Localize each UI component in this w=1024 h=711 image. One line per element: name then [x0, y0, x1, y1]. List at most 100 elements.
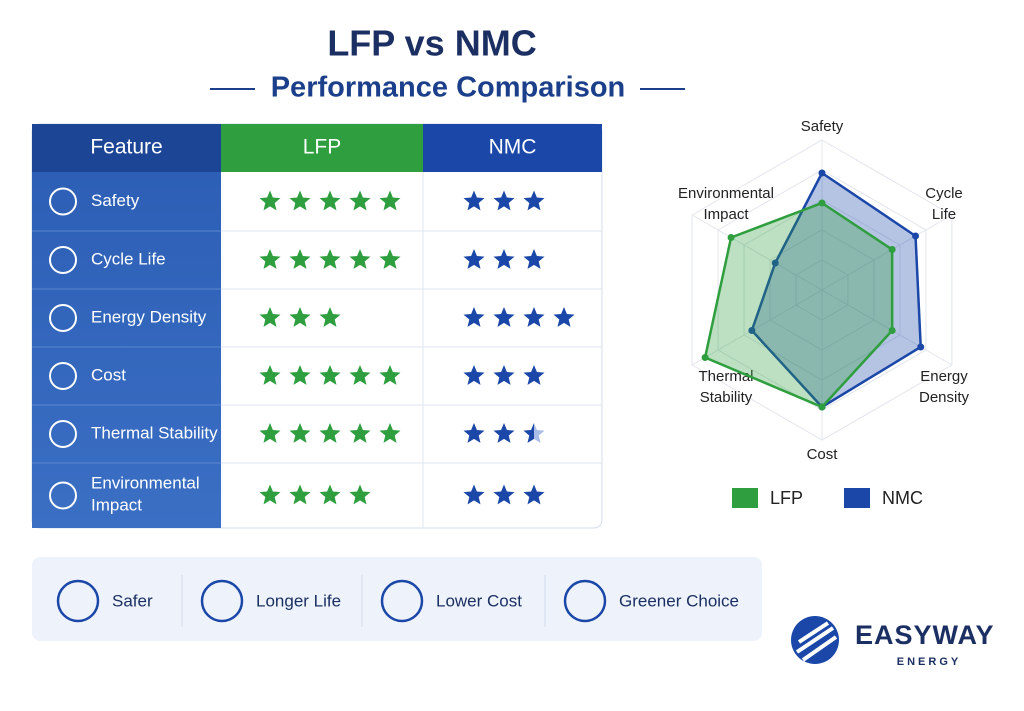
logo: EASYWAY ENERGY: [791, 616, 995, 668]
feature-icon: [49, 481, 77, 510]
star: [463, 484, 485, 505]
benefit-icon: [563, 579, 607, 623]
star: [259, 365, 281, 385]
star: [463, 190, 485, 211]
feature-icon: [49, 187, 77, 216]
benefit-icon: [380, 579, 424, 623]
star: [493, 365, 515, 385]
benefit-label: Greener Choice: [619, 591, 739, 610]
radar-point: [818, 169, 826, 177]
star-partial: [523, 423, 534, 443]
lfp-rating: [259, 365, 401, 385]
feature-label: Cycle Life: [91, 249, 166, 268]
feature-label: Cost: [91, 365, 126, 384]
legend-swatch: [844, 488, 870, 508]
nmc-rating: [463, 484, 545, 505]
feature-label: Environmental Impact: [91, 474, 200, 515]
radar-axis-label-line: Density: [919, 389, 970, 406]
lfp-rating: [259, 423, 401, 443]
nmc-rating: [463, 249, 545, 269]
benefit-label: Lower Cost: [436, 591, 522, 610]
header-feature: [32, 124, 221, 172]
star: [379, 249, 401, 269]
feature-label-line: Impact: [91, 496, 142, 515]
title: LFP vs NMC: [327, 23, 536, 64]
star: [289, 484, 311, 505]
radar-point: [771, 259, 779, 267]
star: [379, 423, 401, 443]
comparison-table: Feature LFP NMC Safety Cycle Life Energy Dens…: [31, 123, 603, 529]
star: [289, 249, 311, 269]
star: [289, 190, 311, 211]
radar-axis-label-line: Energy: [920, 368, 968, 385]
star: [349, 423, 371, 443]
feature-icon: [49, 362, 77, 390]
feature-label: Energy Density: [91, 307, 207, 326]
radar-spoke: [821, 289, 953, 366]
star: [349, 365, 371, 385]
column-header: NMC: [489, 136, 537, 159]
column-header: LFP: [303, 136, 342, 159]
lfp-rating: [259, 307, 341, 327]
lfp-rating: [259, 484, 371, 505]
radar-point: [917, 343, 925, 351]
star: [259, 307, 281, 327]
radar-axis-label: Environmental Impact: [678, 185, 774, 223]
radar-point: [701, 354, 709, 361]
logo-sub: ENERGY: [897, 656, 961, 668]
star: [319, 307, 341, 327]
logo-name: EASYWAY: [855, 620, 995, 650]
star: [319, 249, 341, 269]
header-nmc: [423, 124, 602, 172]
star: [379, 365, 401, 385]
star: [493, 190, 515, 211]
star: [463, 307, 485, 327]
feature-label: Safety: [91, 191, 140, 210]
nmc-rating: [463, 423, 545, 443]
star: [463, 423, 485, 443]
star: [289, 307, 311, 327]
star: [319, 423, 341, 443]
star: [259, 249, 281, 269]
star: [349, 249, 371, 269]
lfp-rating: [259, 190, 401, 211]
feature-label: Thermal Stability: [91, 423, 218, 442]
star: [319, 365, 341, 385]
star: [319, 190, 341, 211]
radar-spoke: [691, 289, 823, 366]
benefit-label: Longer Life: [256, 591, 341, 610]
radar-point: [727, 234, 735, 241]
legend-swatch: [732, 488, 758, 508]
radar-axis-label-line: Stability: [700, 389, 753, 406]
radar-spoke: [821, 214, 953, 291]
radar-point: [818, 403, 826, 411]
benefit-icon: [56, 579, 100, 623]
star: [523, 484, 545, 505]
star: [523, 249, 545, 269]
legend-label: LFP: [770, 488, 803, 508]
star: [463, 365, 485, 385]
radar-axis-label-line: Cycle: [925, 185, 963, 202]
star: [289, 365, 311, 385]
nmc-rating: [463, 307, 575, 327]
star: [379, 190, 401, 211]
star: [553, 307, 575, 327]
star: [463, 249, 485, 269]
star: [349, 190, 371, 211]
star: [493, 423, 515, 443]
benefit-label: Safer: [112, 591, 153, 610]
star: [259, 190, 281, 211]
feature-icon: [49, 246, 77, 274]
radar-axis-label: Cycle Life: [925, 185, 963, 223]
star: [493, 249, 515, 269]
radar-axis-label: Cost: [807, 446, 839, 463]
radar-axis-label: Safety: [801, 118, 844, 135]
lfp-rating: [259, 249, 401, 269]
benefits: Safer Longer Life Lower Cost Greener Choice: [56, 575, 739, 627]
legend-label: NMC: [882, 488, 923, 508]
star: [493, 307, 515, 327]
radar-point: [818, 199, 826, 207]
radar-point: [748, 327, 756, 334]
subtitle: Performance Comparison: [271, 72, 626, 104]
